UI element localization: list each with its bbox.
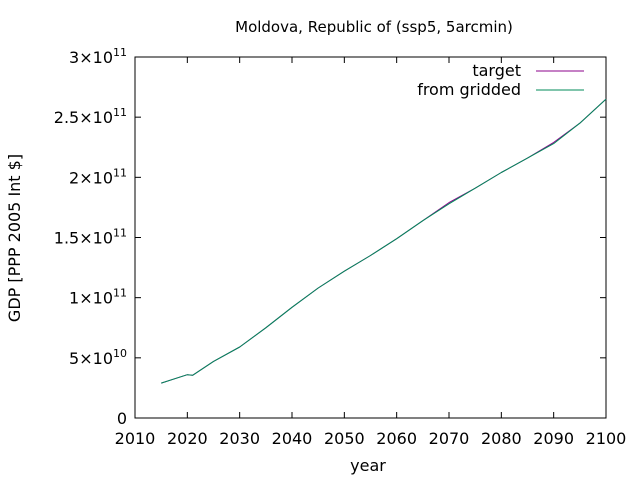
- x-tick-label: 2090: [533, 429, 574, 448]
- y-tick-exponent: 11: [113, 46, 127, 59]
- x-tick-label: 2030: [219, 429, 260, 448]
- y-tick-label: 1.5×1011: [54, 227, 127, 248]
- y-tick-label: 0: [117, 409, 127, 428]
- y-tick-exponent: 11: [113, 227, 127, 240]
- x-tick-label: 2040: [272, 429, 313, 448]
- legend-label-1: from gridded: [417, 80, 521, 99]
- y-tick-label: 2×1011: [69, 166, 127, 187]
- y-tick-label: 2.5×1011: [54, 106, 127, 127]
- chart-title: Moldova, Republic of (ssp5, 5arcmin): [235, 18, 513, 36]
- series-line-0: [161, 98, 607, 384]
- plot-area: [134, 56, 607, 419]
- plot-frame: [134, 56, 607, 419]
- x-axis-ticks: 2010 2020 2030 2040 2050 2060 2070 2080 2090 2100: [115, 57, 627, 448]
- x-tick-label: 2010: [115, 429, 156, 448]
- y-axis-label: GDP [PPP 2005 Int $]: [5, 154, 24, 322]
- x-tick-label: 2020: [167, 429, 208, 448]
- y-tick-mantissa: 1×10: [69, 289, 113, 308]
- y-tick-label: 5×1010: [69, 347, 127, 368]
- series-lines: [161, 98, 607, 384]
- x-tick-label: 2070: [429, 429, 470, 448]
- series-line-1: [161, 98, 607, 384]
- y-tick-mantissa: 3×10: [69, 48, 113, 67]
- legend-label-0: target: [472, 61, 521, 80]
- y-tick-exponent: 10: [113, 347, 127, 360]
- y-tick-exponent: 11: [113, 287, 127, 300]
- y-tick-mantissa: 2×10: [69, 168, 113, 187]
- x-tick-label: 2100: [586, 429, 627, 448]
- y-tick-label: 1×1011: [69, 287, 127, 308]
- y-tick-mantissa: 0: [117, 409, 127, 428]
- y-tick-mantissa: 1.5×10: [54, 229, 113, 248]
- x-tick-label: 2050: [324, 429, 365, 448]
- y-tick-exponent: 11: [113, 106, 127, 119]
- y-axis-ticks: 05×10101×10111.5×10112×10112.5×10113×101…: [54, 46, 606, 428]
- x-tick-label: 2060: [376, 429, 417, 448]
- y-tick-mantissa: 5×10: [69, 349, 113, 368]
- x-tick-label: 2080: [481, 429, 522, 448]
- y-tick-mantissa: 2.5×10: [54, 108, 113, 127]
- y-tick-label: 3×1011: [69, 46, 127, 67]
- y-tick-exponent: 11: [113, 166, 127, 179]
- x-axis-label: year: [350, 456, 386, 475]
